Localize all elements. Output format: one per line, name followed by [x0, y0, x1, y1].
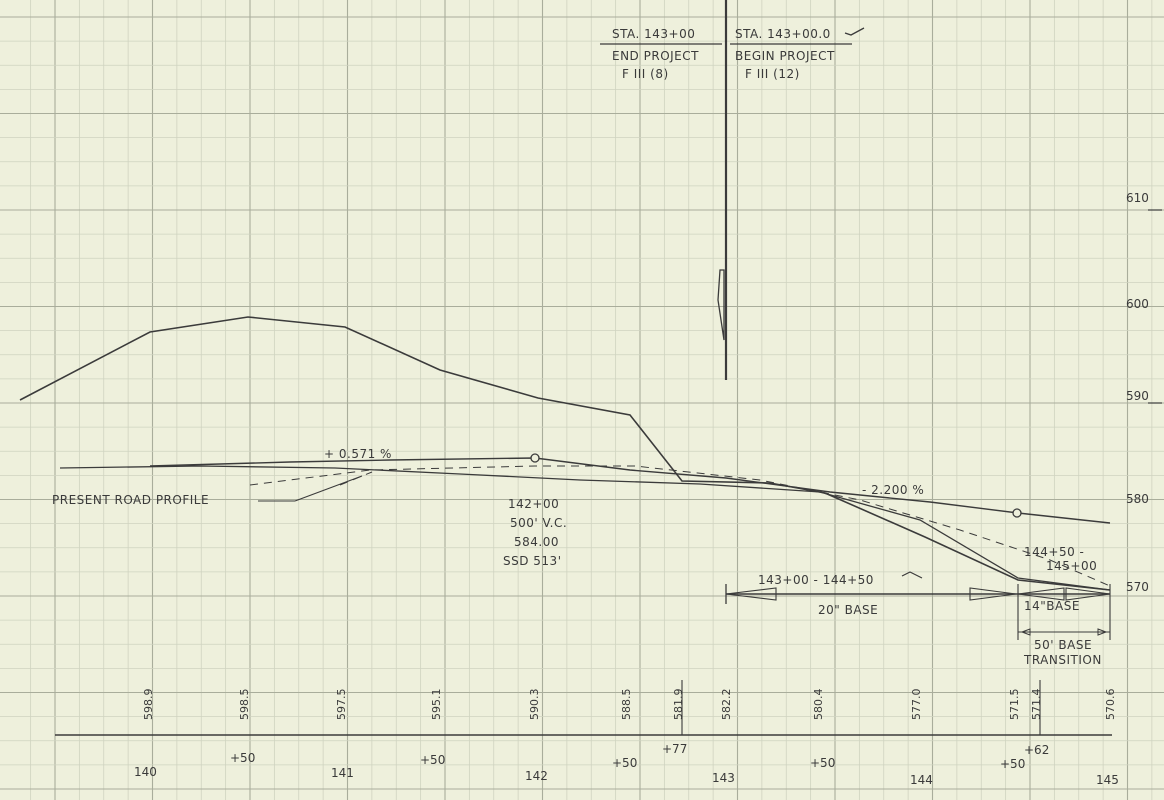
elevation-reading: 597.5	[335, 689, 348, 721]
vc-length: 500' V.C.	[510, 516, 567, 530]
vc-elevation: 584.00	[514, 535, 559, 549]
elevation-reading: 588.5	[620, 689, 633, 721]
base-range-b-1: 144+50 -	[1024, 545, 1084, 559]
present-road-profile-line	[59, 465, 1111, 591]
left-grade-label: + 0.571 %	[324, 447, 392, 461]
station-label: +77	[662, 742, 687, 756]
base-notes: 143+00 - 144+50 20" BASE 144+50 - 145+00…	[725, 545, 1111, 667]
elevation-tick: 590	[1126, 389, 1149, 403]
elevation-reading: 590.3	[528, 689, 541, 721]
present-road-leader	[294, 475, 363, 502]
elevation-tick: 580	[1126, 492, 1149, 506]
station-label: +50	[420, 753, 445, 767]
elevation-tick: 600	[1126, 297, 1149, 311]
station-label: 143	[712, 771, 735, 785]
vc-station: 142+00	[508, 497, 559, 511]
station-label: +50	[1000, 757, 1025, 771]
station-label: +50	[612, 756, 637, 770]
station-label: 144	[910, 773, 933, 787]
grade-elevation-row: 598.9 598.5 597.5 595.1 590.3 588.5 581.…	[142, 689, 1117, 721]
base-range-a: 143+00 - 144+50	[758, 573, 874, 587]
transition-label-1: 50' BASE	[1034, 638, 1092, 652]
elevation-reading: 577.0	[910, 689, 923, 721]
station-row: 140 +50 141 +50 142 +50 +77 143 +50 144 …	[134, 742, 1119, 787]
elevation-tick: 610	[1126, 191, 1149, 205]
station-label: 141	[331, 766, 354, 780]
transition-label-2: TRANSITION	[1023, 653, 1102, 667]
elevation-reading: 598.9	[142, 689, 155, 721]
begin-project-ref: F III (12)	[745, 67, 800, 81]
end-project-ref: F III (8)	[622, 67, 669, 81]
station-label: 140	[134, 765, 157, 779]
pvi-marker	[1012, 508, 1022, 518]
elevation-tick: 570	[1126, 580, 1149, 594]
station-label: +50	[810, 756, 835, 770]
vertical-curve-data: 142+00 500' V.C. 584.00 SSD 513'	[503, 497, 567, 568]
begin-project-text: BEGIN PROJECT	[735, 49, 835, 63]
elevation-reading: 582.2	[720, 689, 733, 721]
end-project-label: STA. 143+00 END PROJECT F III (8)	[600, 27, 722, 81]
base-a-label: 20" BASE	[818, 603, 878, 617]
elevation-reading: 571.5	[1008, 689, 1021, 721]
elevation-reading: 598.5	[238, 689, 251, 721]
elevation-reading: 580.4	[812, 689, 825, 721]
present-road-label: PRESENT ROAD PROFILE	[52, 493, 209, 507]
pvi-marker	[530, 453, 540, 463]
project-limit-marker	[717, 269, 725, 341]
elevation-reading: 581.9	[672, 689, 685, 721]
elevation-scale: 610 600 590 580 570	[1126, 191, 1162, 594]
existing-ground-line	[19, 316, 1111, 591]
elevation-reading: 571.4	[1030, 689, 1043, 721]
station-label: 142	[525, 769, 548, 783]
vc-sight-distance: SSD 513'	[503, 554, 562, 568]
proposed-grade-line	[149, 457, 1111, 524]
base-range-b-2: 145+00	[1046, 559, 1097, 573]
tangent-dashed-line	[249, 465, 1111, 587]
begin-station: STA. 143+00.0	[735, 27, 831, 41]
station-label: +62	[1024, 743, 1049, 757]
end-project-text: END PROJECT	[612, 49, 699, 63]
station-label: 145	[1096, 773, 1119, 787]
elevation-reading: 570.6	[1104, 689, 1117, 721]
base-b-label: 14"BASE	[1024, 599, 1080, 613]
begin-project-label: STA. 143+00.0 BEGIN PROJECT F III (12)	[730, 27, 865, 81]
elevation-reading: 595.1	[430, 689, 443, 721]
station-label: +50	[230, 751, 255, 765]
right-grade-label: - 2.200 %	[862, 483, 924, 497]
end-station: STA. 143+00	[612, 27, 695, 41]
